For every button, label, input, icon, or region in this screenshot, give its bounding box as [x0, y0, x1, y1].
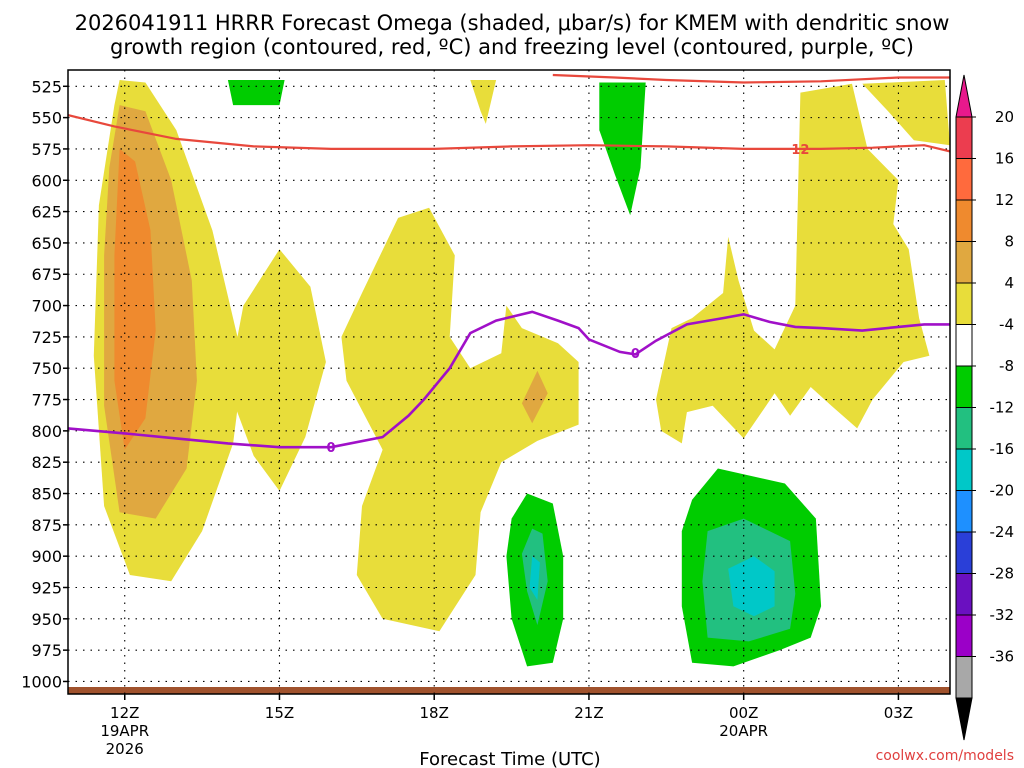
omega-region-6-level-4 — [656, 83, 930, 444]
colorbar: 20 16 12 8 4 -4 -8 -12 -16 -20 -24 -28 -32 -36 — [955, 74, 1015, 741]
omega-shading-layer — [93, 80, 950, 667]
colorbar-bin-neg20 — [955, 490, 973, 533]
x-tick-label-15Z: 15Z — [265, 704, 294, 722]
credit-text: coolwx.com/models — [876, 748, 1014, 764]
colorbar-label-neg8: -8 — [999, 357, 1014, 375]
colorbar-bin-16 — [955, 158, 973, 201]
chart-title-line2: growth region (contoured, red, ºC) and f… — [110, 35, 914, 59]
colorbar-bin-neg32 — [955, 656, 973, 699]
y-tick-label-650: 650 — [31, 234, 62, 253]
x-tick-date-20APR: 20APR — [719, 722, 768, 740]
x-tick-label-12Z: 12Z — [110, 704, 139, 722]
ground-surface-band — [68, 687, 950, 694]
x-tick-label-18Z: 18Z — [420, 704, 449, 722]
y-tick-label-925: 925 — [31, 578, 62, 597]
colorbar-bin-neg4 — [955, 324, 973, 367]
y-tick-label-900: 900 — [31, 547, 62, 566]
omega-region-8-level-4 — [470, 80, 497, 124]
colorbar-label-20: 20 — [995, 108, 1014, 126]
y-axis: 525 550 575 600 625 650 675 700 725 750 775 800 825 8… — [21, 77, 68, 691]
colorbar-label-neg24: -24 — [990, 523, 1015, 541]
colorbar-bin-4 — [955, 282, 973, 325]
colorbar-label-8: 8 — [1004, 233, 1014, 251]
omega-region-16-level-neg16 — [728, 556, 775, 617]
x-axis-title: Forecast Time (UTC) — [419, 749, 600, 768]
colorbar-bin-neg12 — [955, 407, 973, 450]
y-tick-label-700: 700 — [31, 297, 62, 316]
colorbar-label-neg12: -12 — [990, 399, 1015, 417]
y-tick-label-575: 575 — [31, 140, 62, 159]
colorbar-label-neg4: -4 — [999, 316, 1014, 334]
colorbar-top-arrow — [955, 74, 973, 118]
colorbar-label-16: 16 — [995, 150, 1014, 168]
x-tick-year-2026: 2026 — [106, 740, 144, 758]
y-tick-label-625: 625 — [31, 203, 62, 222]
colorbar-label-neg20: -20 — [990, 482, 1015, 500]
y-tick-label-975: 975 — [31, 641, 62, 660]
x-tick-label-03Z: 03Z — [884, 704, 913, 722]
omega-region-10-level-neg8 — [599, 82, 646, 216]
omega-region-2-level-12 — [114, 148, 156, 450]
dgz-contour-line — [68, 114, 950, 153]
omega-region-4-level-4 — [341, 207, 579, 632]
y-tick-label-850: 850 — [31, 485, 62, 504]
y-tick-label-825: 825 — [31, 453, 62, 472]
colorbar-bin-neg8 — [955, 365, 973, 408]
y-tick-label-775: 775 — [31, 391, 62, 410]
colorbar-bin-20 — [955, 116, 973, 159]
y-tick-label-675: 675 — [31, 265, 62, 284]
y-tick-label-1000: 1000 — [21, 672, 62, 691]
colorbar-bin-neg32 — [955, 614, 973, 657]
y-tick-label-600: 600 — [31, 171, 62, 190]
chart-title-line1: 2026041911 HRRR Forecast Omega (shaded, … — [75, 11, 950, 35]
colorbar-bin-8 — [955, 241, 973, 284]
contour-layer: 12 0 0 — [68, 73, 950, 456]
y-tick-label-725: 725 — [31, 328, 62, 347]
gridlines — [68, 70, 950, 694]
y-tick-label-800: 800 — [31, 422, 62, 441]
omega-region-13-level-neg16 — [529, 556, 540, 600]
x-tick-label-00Z: 00Z — [729, 704, 758, 722]
colorbar-label-neg28: -28 — [990, 565, 1015, 583]
freezing-contour-label-2: 0 — [631, 347, 640, 362]
colorbar-bin-neg24 — [955, 531, 973, 574]
x-tick-date-19APR: 19APR — [100, 722, 149, 740]
colorbar-label-neg16: -16 — [990, 440, 1015, 458]
y-tick-label-550: 550 — [31, 109, 62, 128]
omega-region-7-level-4 — [862, 80, 950, 146]
colorbar-label-12: 12 — [995, 191, 1014, 209]
dgz-contour-label: 12 — [791, 143, 809, 158]
colorbar-bin-neg28 — [955, 573, 973, 616]
omega-region-5-level-8 — [521, 370, 548, 424]
freezing-contour-label: 0 — [327, 441, 336, 456]
colorbar-label-neg36: -36 — [990, 648, 1015, 666]
colorbar-label-neg32: -32 — [990, 606, 1015, 624]
y-tick-label-750: 750 — [31, 359, 62, 378]
freezing-level-contour-line — [68, 310, 950, 449]
dgz-top-contour — [552, 73, 950, 84]
colorbar-label-4: 4 — [1004, 274, 1014, 292]
omega-region-9-level-neg8 — [227, 80, 285, 106]
plot-frame — [67, 69, 951, 695]
colorbar-bin-12 — [955, 199, 973, 242]
colorbar-bin-neg16 — [955, 448, 973, 491]
colorbar-bottom-arrow — [955, 697, 973, 741]
x-tick-label-21Z: 21Z — [574, 704, 603, 722]
y-tick-label-875: 875 — [31, 516, 62, 535]
y-tick-label-950: 950 — [31, 610, 62, 629]
y-tick-label-525: 525 — [31, 77, 62, 96]
